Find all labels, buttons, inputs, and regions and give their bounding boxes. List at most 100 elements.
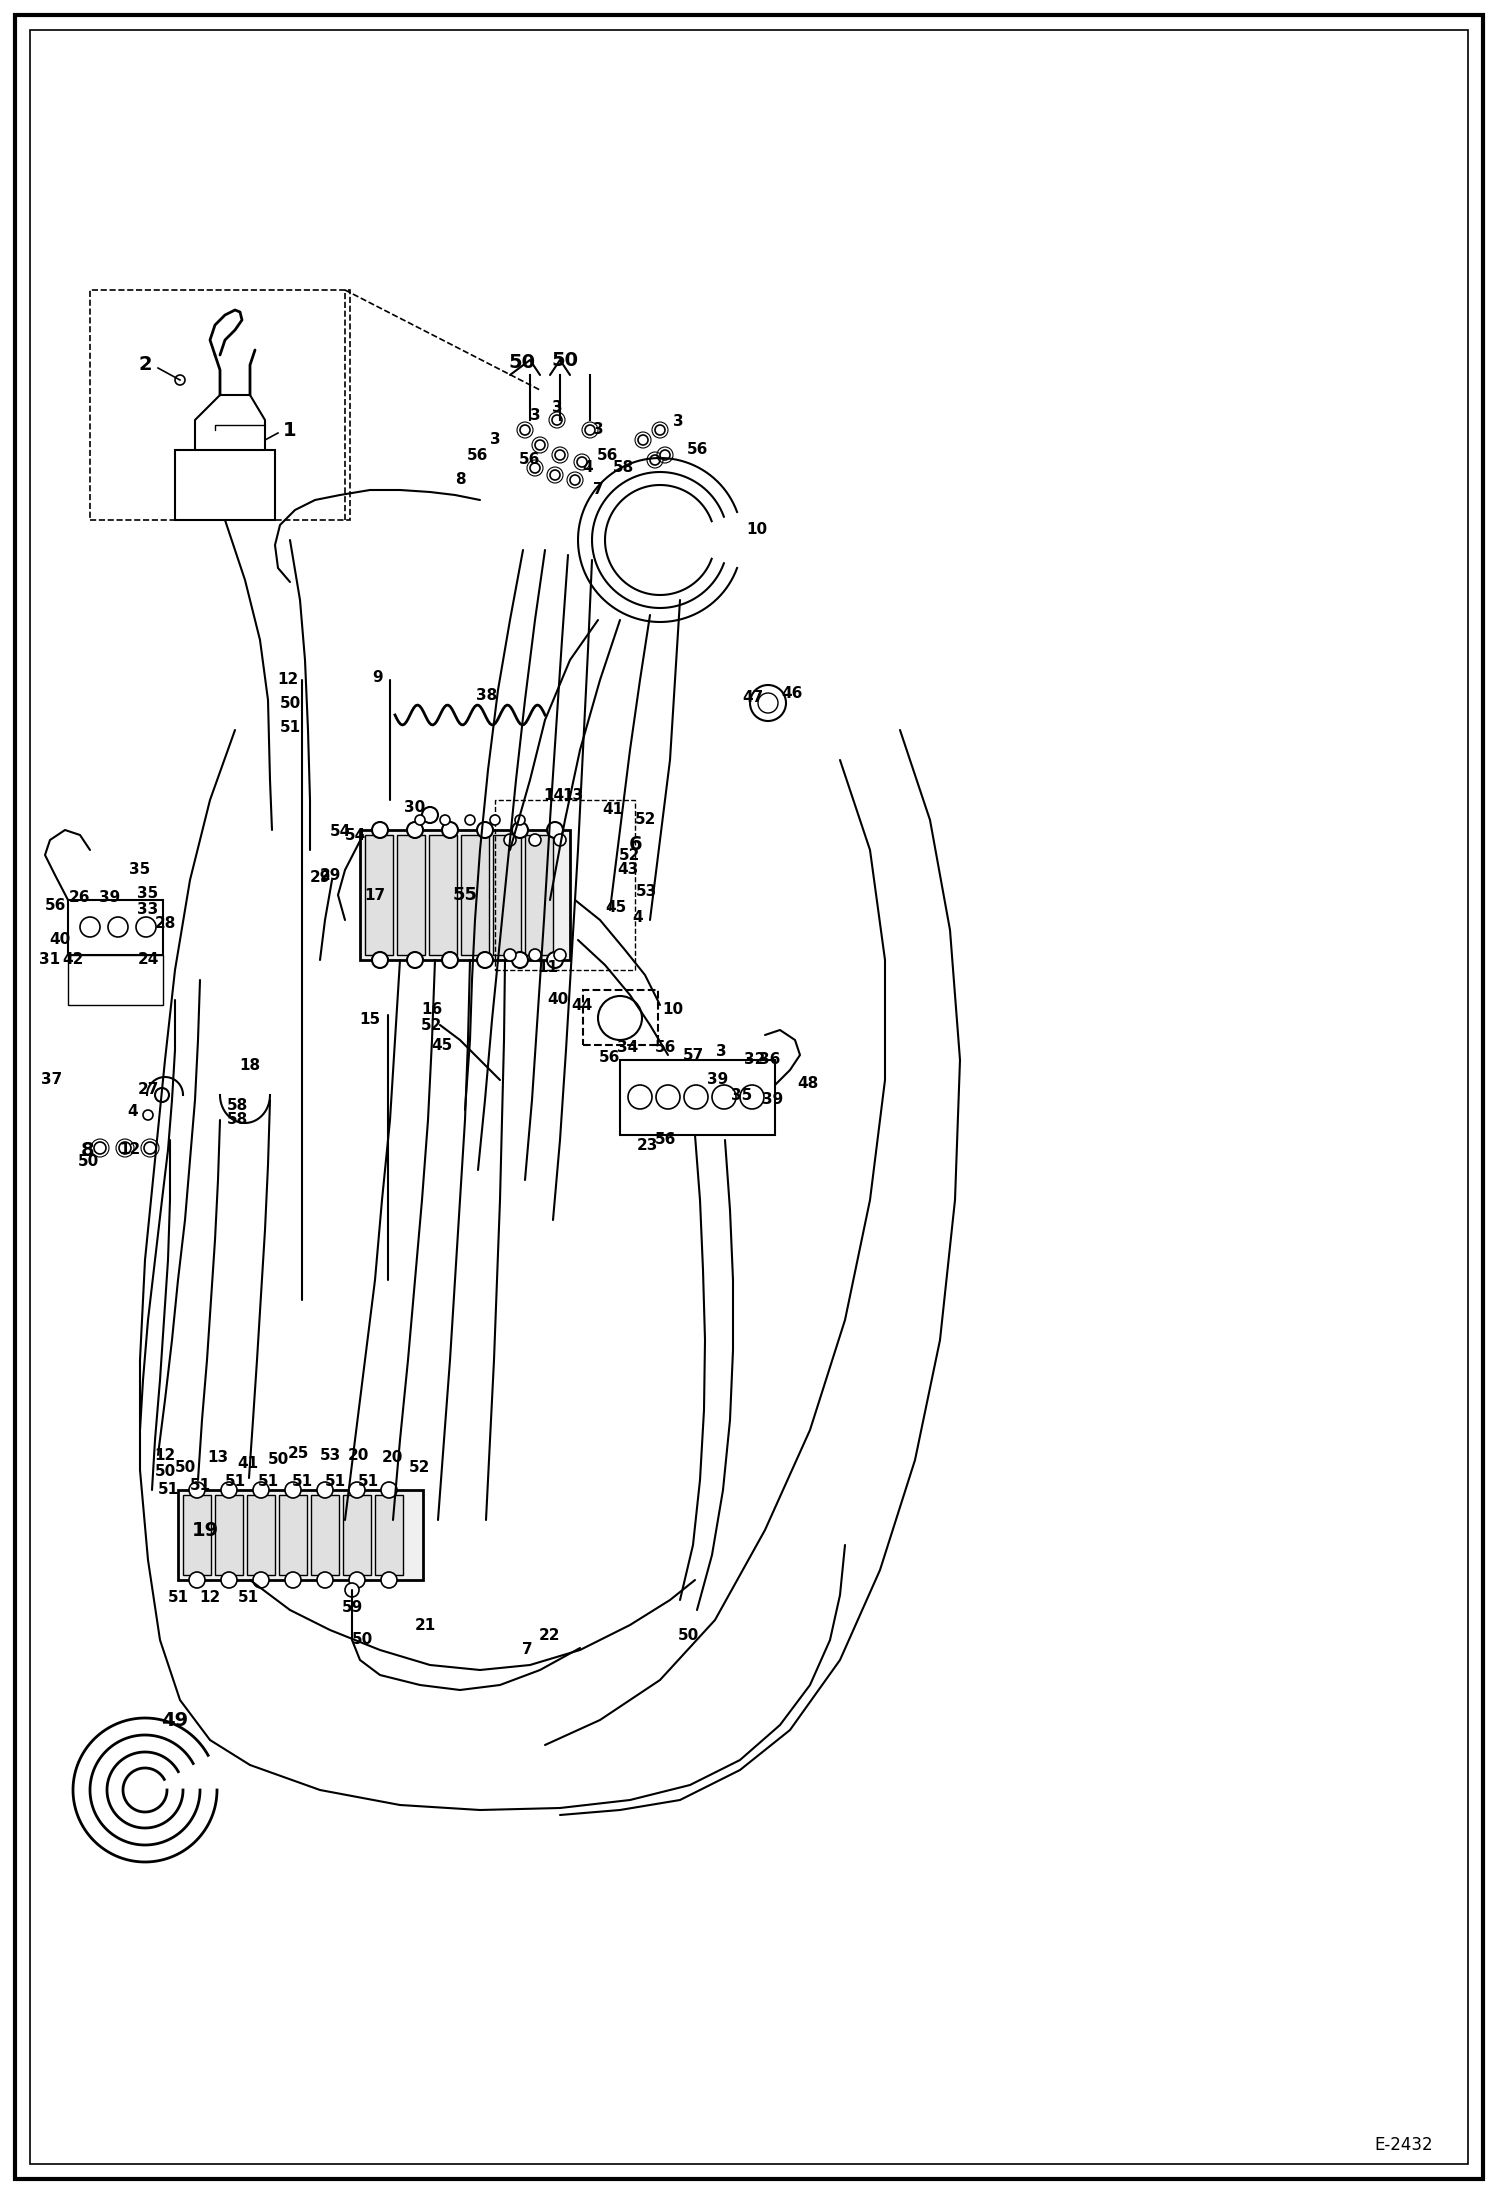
Text: 29: 29: [309, 869, 331, 884]
Text: 41: 41: [238, 1455, 259, 1470]
Circle shape: [285, 1481, 301, 1499]
Bar: [620, 1060, 774, 1134]
Text: 51: 51: [157, 1483, 178, 1499]
Circle shape: [464, 814, 475, 825]
Circle shape: [253, 1481, 270, 1499]
Text: 47: 47: [743, 691, 764, 706]
Circle shape: [550, 470, 560, 480]
Circle shape: [372, 823, 388, 838]
Circle shape: [253, 1571, 270, 1588]
Text: 8: 8: [455, 472, 466, 487]
Circle shape: [108, 917, 127, 937]
Text: 3: 3: [530, 408, 541, 423]
Circle shape: [380, 1571, 397, 1588]
Bar: [524, 836, 553, 954]
Bar: [366, 836, 392, 954]
Text: 45: 45: [605, 900, 626, 915]
Bar: [374, 1494, 403, 1575]
Text: 33: 33: [138, 902, 159, 917]
Circle shape: [136, 917, 156, 937]
Text: 56: 56: [45, 897, 67, 913]
Circle shape: [638, 434, 649, 445]
Text: 51: 51: [358, 1474, 379, 1490]
Text: 52: 52: [635, 812, 656, 827]
Text: 24: 24: [138, 952, 159, 968]
Circle shape: [520, 426, 530, 434]
Text: 31: 31: [39, 952, 60, 968]
Text: 20: 20: [382, 1450, 403, 1466]
Text: 51: 51: [292, 1474, 313, 1490]
Circle shape: [349, 1481, 366, 1499]
Text: E-2432: E-2432: [1374, 2137, 1434, 2155]
Text: 51: 51: [325, 1474, 346, 1490]
Bar: [494, 801, 635, 970]
Text: 56: 56: [596, 448, 617, 463]
Text: 1: 1: [283, 421, 297, 439]
Circle shape: [222, 1571, 237, 1588]
Text: 50: 50: [267, 1452, 289, 1468]
Bar: [428, 836, 457, 954]
Bar: [67, 954, 163, 1005]
Text: 20: 20: [348, 1448, 369, 1463]
Text: 19: 19: [192, 1520, 219, 1540]
Circle shape: [442, 823, 458, 838]
Text: 35: 35: [138, 886, 159, 900]
Circle shape: [512, 823, 527, 838]
Circle shape: [490, 814, 500, 825]
Text: 11: 11: [538, 961, 559, 976]
Circle shape: [144, 1143, 156, 1154]
Circle shape: [476, 952, 493, 968]
Circle shape: [79, 917, 100, 937]
Text: 46: 46: [782, 687, 803, 702]
Circle shape: [628, 1086, 652, 1108]
Circle shape: [535, 441, 545, 450]
Bar: [216, 1494, 243, 1575]
Text: 50: 50: [352, 1632, 373, 1648]
Circle shape: [554, 450, 565, 461]
Text: 7: 7: [593, 483, 604, 498]
Text: 3: 3: [593, 423, 604, 437]
Text: 52: 52: [619, 847, 641, 862]
Text: 43: 43: [617, 862, 638, 878]
Text: 15: 15: [360, 1011, 380, 1027]
Text: 51: 51: [225, 1474, 246, 1490]
Text: 32: 32: [745, 1053, 765, 1068]
Text: 35: 35: [731, 1088, 752, 1104]
Circle shape: [285, 1571, 301, 1588]
Circle shape: [407, 823, 422, 838]
Text: 3: 3: [673, 415, 683, 430]
Text: 57: 57: [683, 1047, 704, 1062]
Text: 56: 56: [686, 443, 707, 459]
Text: 50: 50: [508, 353, 535, 373]
Circle shape: [372, 952, 388, 968]
Bar: [247, 1494, 276, 1575]
Text: 37: 37: [42, 1073, 63, 1088]
Circle shape: [598, 996, 643, 1040]
Text: 45: 45: [431, 1038, 452, 1053]
Text: 52: 52: [421, 1018, 443, 1033]
Circle shape: [222, 1481, 237, 1499]
Text: 17: 17: [364, 889, 385, 902]
Bar: [312, 1494, 339, 1575]
Text: 54: 54: [345, 827, 366, 842]
Text: 7: 7: [521, 1643, 532, 1656]
Circle shape: [349, 1571, 366, 1588]
Text: 22: 22: [539, 1628, 560, 1643]
Circle shape: [407, 952, 422, 968]
Circle shape: [422, 807, 437, 823]
Text: 50: 50: [174, 1461, 196, 1477]
Circle shape: [750, 685, 786, 722]
Circle shape: [554, 950, 566, 961]
Text: 4: 4: [632, 911, 643, 924]
Circle shape: [758, 693, 777, 713]
Circle shape: [503, 834, 515, 847]
Text: 8: 8: [81, 1141, 94, 1158]
Text: 21: 21: [415, 1617, 436, 1632]
Text: 13: 13: [562, 788, 584, 803]
Bar: [583, 989, 658, 1044]
Circle shape: [577, 456, 587, 467]
Text: 12: 12: [199, 1591, 220, 1606]
Text: 50: 50: [677, 1628, 698, 1643]
Text: 54: 54: [330, 825, 351, 840]
Circle shape: [440, 814, 449, 825]
